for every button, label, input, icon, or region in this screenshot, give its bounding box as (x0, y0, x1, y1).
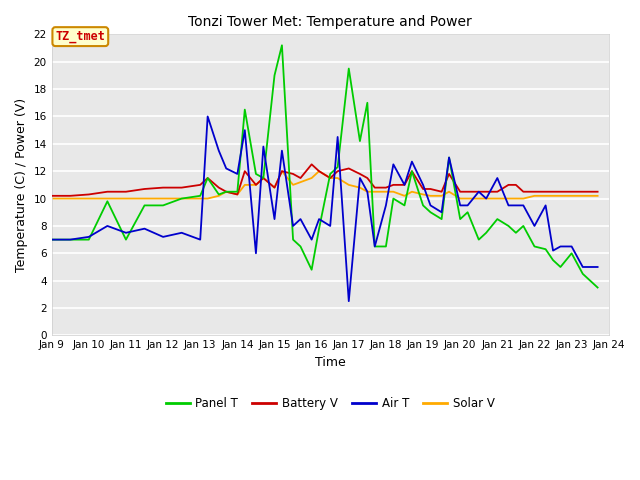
Legend: Panel T, Battery V, Air T, Solar V: Panel T, Battery V, Air T, Solar V (161, 393, 499, 415)
X-axis label: Time: Time (315, 356, 346, 369)
Y-axis label: Temperature (C) / Power (V): Temperature (C) / Power (V) (15, 98, 28, 272)
Title: Tonzi Tower Met: Temperature and Power: Tonzi Tower Met: Temperature and Power (188, 15, 472, 29)
Text: TZ_tmet: TZ_tmet (56, 30, 105, 43)
